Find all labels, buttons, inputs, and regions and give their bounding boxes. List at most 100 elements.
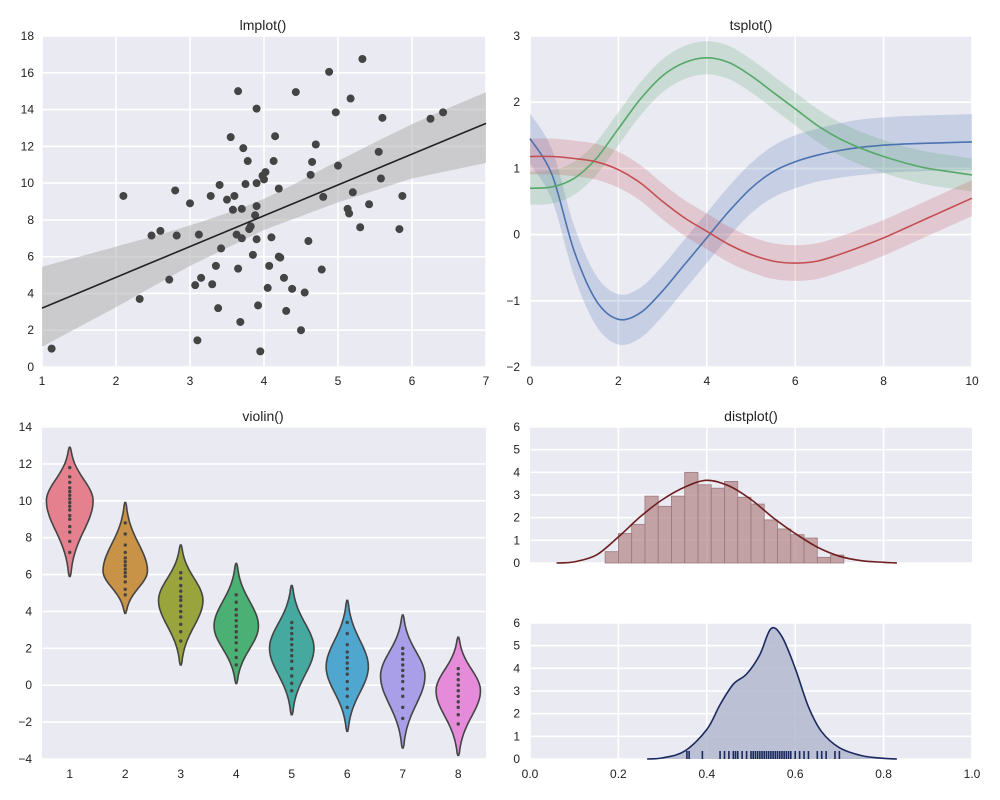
violin-xtick-3: 3 xyxy=(177,767,184,781)
kdeplot-ytick-1: 1 xyxy=(513,729,520,743)
tsplot-ytick-4: −1 xyxy=(506,294,520,308)
lmplot-point-2 xyxy=(135,294,144,303)
violin-point-3-11 xyxy=(179,571,183,575)
lmplot-point-52 xyxy=(276,253,285,262)
violin-point-3-6 xyxy=(179,598,183,603)
violin-ytick-3: 8 xyxy=(25,531,32,545)
violin-body-1 xyxy=(45,446,94,578)
lmplot-point-8 xyxy=(186,199,194,208)
lmplot-title: lmplot() xyxy=(240,17,287,33)
kdeplot-ytick-3: 3 xyxy=(513,684,520,698)
violin-xtick-7: 7 xyxy=(399,767,406,781)
violin-point-2-11 xyxy=(123,532,127,536)
lmplot-point-78 xyxy=(395,225,404,234)
violin-point-1-12 xyxy=(68,486,72,490)
lmplot-point-0 xyxy=(47,344,56,353)
lmplot-point-30 xyxy=(241,180,250,189)
violin-point-3-4 xyxy=(179,609,183,614)
distplot-ytick-2: 2 xyxy=(513,511,520,525)
violin-point-2-1 xyxy=(123,587,127,592)
violin-point-2-6 xyxy=(123,563,127,568)
lmplot-point-16 xyxy=(214,304,223,313)
violin-point-2-12 xyxy=(123,521,127,525)
violin-point-1-1 xyxy=(68,539,72,544)
violin-point-6-4 xyxy=(345,672,349,676)
lmplot-point-11 xyxy=(194,230,203,239)
tsplot-ytick-1: 2 xyxy=(513,95,520,109)
violin-point-7-10 xyxy=(401,646,405,651)
violin-point-5-2 xyxy=(290,674,294,678)
violin-point-1-9 xyxy=(68,497,72,501)
violin-point-3-0 xyxy=(179,639,183,643)
lmplot-point-50 xyxy=(274,184,283,193)
violin-point-1-14 xyxy=(68,475,72,479)
violin-point-7-2 xyxy=(401,694,405,698)
violin-point-4-7 xyxy=(234,618,238,623)
violin-body-4 xyxy=(213,562,260,685)
lmplot-point-79 xyxy=(398,191,407,200)
violin-point-6-6 xyxy=(345,661,349,665)
distplot-bar-4 xyxy=(657,505,672,564)
violin-point-7-4 xyxy=(401,679,405,684)
violin-point-4-9 xyxy=(234,607,238,612)
distplot-ytick-3: 3 xyxy=(513,488,520,502)
tsplot-xtick-0: 0 xyxy=(527,374,534,388)
lmplot-point-55 xyxy=(288,284,297,293)
tsplot-band-blue xyxy=(530,113,972,346)
lmplot-ytick-12: 12 xyxy=(21,139,35,153)
distplot-bar-10 xyxy=(737,496,752,564)
violin-point-3-1 xyxy=(179,630,183,634)
lmplot-point-29 xyxy=(239,144,248,153)
violin-point-2-9 xyxy=(123,550,127,555)
lmplot-regression-line xyxy=(41,122,487,309)
violin-point-4-3 xyxy=(234,641,238,645)
lmplot-point-46 xyxy=(265,261,274,270)
lmplot-point-76 xyxy=(376,174,385,183)
lmplot-point-49 xyxy=(271,132,280,141)
lmplot-xtick-1: 1 xyxy=(39,374,46,388)
lmplot-point-43 xyxy=(260,175,268,184)
tsplot-title: tsplot() xyxy=(730,17,773,33)
kdeplot-xtick-3: 0.6 xyxy=(787,767,804,781)
violin-point-1-10 xyxy=(68,493,72,497)
violin-point-1-5 xyxy=(68,513,72,518)
violin-xtick-2: 2 xyxy=(122,767,129,781)
lmplot-point-63 xyxy=(317,265,326,274)
distplot-bar-13 xyxy=(777,528,792,564)
violin-point-8-0 xyxy=(456,722,460,726)
lmplot-ytick-6: 6 xyxy=(27,250,34,264)
violin-point-3-8 xyxy=(179,589,183,593)
lmplot-point-80 xyxy=(426,114,435,123)
violin-point-5-0 xyxy=(290,689,294,693)
lmplot-point-39 xyxy=(252,235,261,244)
violin-ytick-6: 2 xyxy=(25,641,32,655)
tsplot-ytick-0: 3 xyxy=(513,29,520,43)
tsplot-ytick-5: −2 xyxy=(506,360,520,374)
violin-point-4-6 xyxy=(234,624,238,628)
violin-point-6-3 xyxy=(345,679,349,684)
violin-point-8-9 xyxy=(456,666,460,671)
lmplot-point-58 xyxy=(300,288,309,297)
violin-point-6-0 xyxy=(345,705,349,710)
kdeplot-panel: 0.0 0.2 0.4 0.6 0.8 1.0 6 5 4 3 2 1 0 xyxy=(513,616,980,781)
distplot-bar-9 xyxy=(724,480,739,564)
lmplot-point-24 xyxy=(234,87,243,96)
violin-point-1-2 xyxy=(68,530,72,534)
lmplot-point-72 xyxy=(356,223,365,232)
violin-point-8-3 xyxy=(456,700,460,704)
violin-xtick-5: 5 xyxy=(288,767,295,781)
violin-point-1-0 xyxy=(68,550,72,555)
lmplot-point-70 xyxy=(346,94,355,103)
violin-point-5-11 xyxy=(290,620,294,625)
kdeplot-xtick-5: 1.0 xyxy=(964,767,981,781)
lmplot-point-14 xyxy=(208,280,217,289)
lmplot-point-31 xyxy=(243,157,252,166)
violin-point-7-0 xyxy=(401,716,405,721)
distplot-ytick-4: 4 xyxy=(513,465,520,479)
violin-point-3-9 xyxy=(179,583,183,588)
violin-point-5-9 xyxy=(290,631,294,636)
violin-ytick-1: 12 xyxy=(19,457,33,471)
violin-point-2-4 xyxy=(123,571,127,575)
violin-point-6-7 xyxy=(345,655,349,660)
